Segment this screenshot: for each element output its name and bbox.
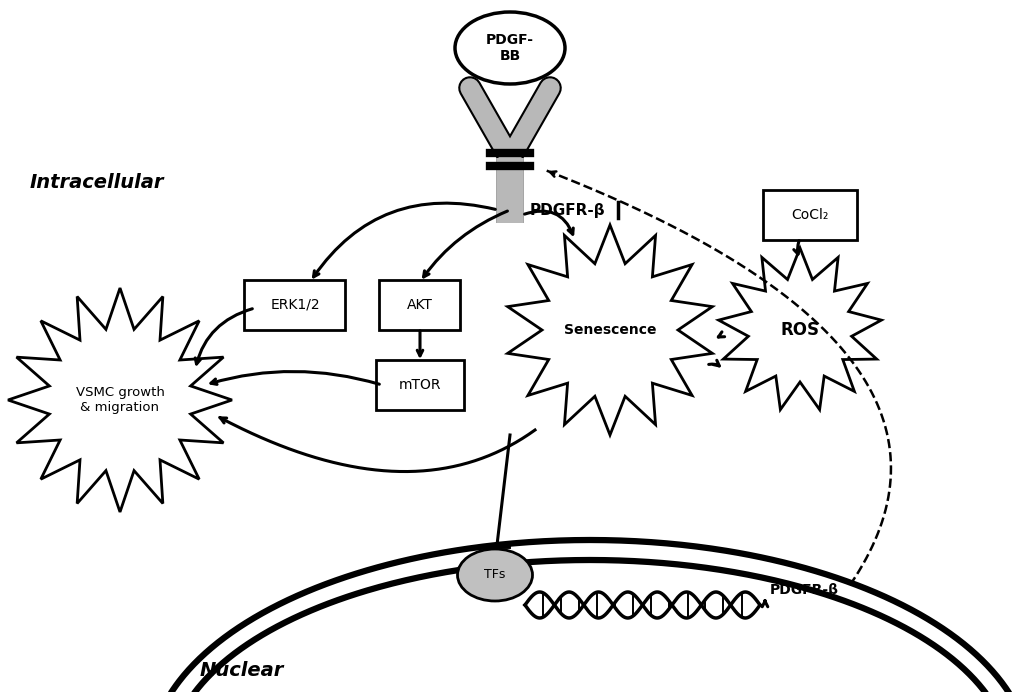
Text: CoCl₂: CoCl₂ — [791, 208, 827, 222]
Text: VSMC growth
& migration: VSMC growth & migration — [75, 386, 164, 414]
Text: PDGFR-β: PDGFR-β — [769, 583, 839, 597]
Ellipse shape — [458, 549, 532, 601]
FancyBboxPatch shape — [376, 360, 464, 410]
FancyBboxPatch shape — [245, 280, 345, 330]
Text: Intracellular: Intracellular — [30, 174, 164, 192]
Text: ERK1/2: ERK1/2 — [270, 298, 320, 312]
Text: TFs: TFs — [484, 569, 505, 581]
Polygon shape — [507, 225, 711, 435]
Text: AKT: AKT — [407, 298, 432, 312]
FancyBboxPatch shape — [379, 280, 460, 330]
FancyBboxPatch shape — [762, 190, 856, 240]
Text: PDGF-
BB: PDGF- BB — [485, 33, 534, 63]
Ellipse shape — [454, 12, 565, 84]
Text: Senescence: Senescence — [564, 323, 655, 337]
Polygon shape — [8, 288, 231, 512]
Text: PDGFR-β: PDGFR-β — [530, 203, 605, 217]
Text: Nuclear: Nuclear — [200, 660, 284, 680]
Polygon shape — [718, 248, 880, 410]
Text: ROS: ROS — [780, 321, 818, 339]
Text: mTOR: mTOR — [398, 378, 441, 392]
